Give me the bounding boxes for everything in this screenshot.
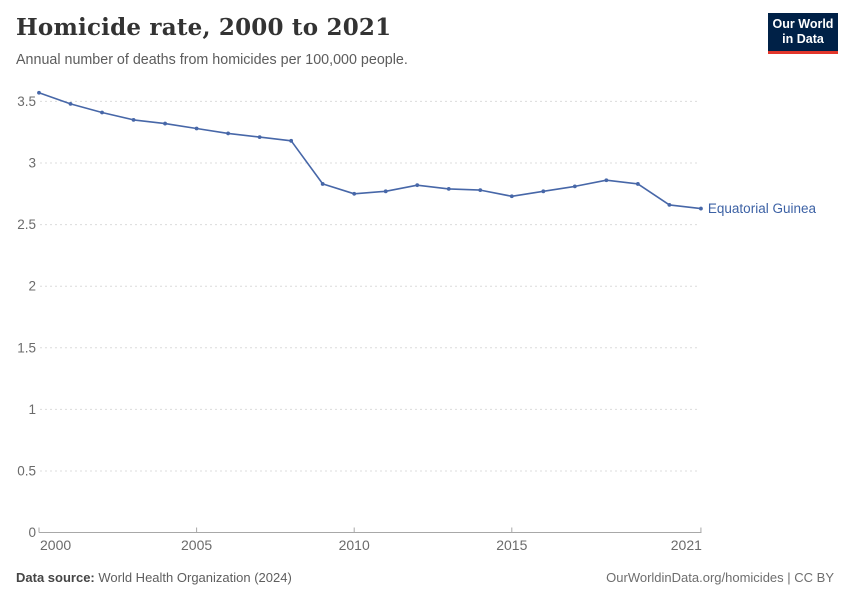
- data-point[interactable]: [163, 121, 167, 126]
- data-point[interactable]: [257, 135, 262, 140]
- data-point[interactable]: [289, 138, 294, 143]
- license-credit[interactable]: OurWorldinData.org/homicides | CC BY: [606, 570, 834, 585]
- y-axis-tick-label: 2: [28, 279, 36, 294]
- x-axis-tick-label: 2015: [496, 537, 527, 553]
- data-point[interactable]: [446, 186, 451, 191]
- page-title: Homicide rate, 2000 to 2021: [16, 14, 392, 41]
- data-point[interactable]: [100, 110, 104, 115]
- data-point[interactable]: [415, 183, 420, 188]
- data-point[interactable]: [699, 206, 703, 211]
- y-axis-tick-label: 2.5: [17, 217, 36, 232]
- owid-logo[interactable]: Our World in Data: [768, 13, 838, 54]
- data-point[interactable]: [68, 101, 73, 106]
- data-point[interactable]: [194, 126, 199, 131]
- y-axis-tick-label: 3.5: [17, 94, 36, 109]
- data-point[interactable]: [667, 202, 672, 207]
- y-axis-tick-label: 0.5: [17, 464, 36, 479]
- y-axis-tick-label: 1: [28, 402, 36, 417]
- page-subtitle: Annual number of deaths from homicides p…: [16, 52, 408, 68]
- data-point[interactable]: [572, 184, 577, 189]
- owid-logo-line2: in Data: [782, 32, 824, 46]
- y-axis-tick-label: 0: [28, 525, 36, 540]
- data-point[interactable]: [604, 178, 609, 183]
- data-point[interactable]: [320, 182, 325, 186]
- data-point[interactable]: [383, 189, 388, 194]
- chart-footer: Data source: World Health Organization (…: [16, 570, 834, 586]
- owid-logo-line1: Our World: [772, 17, 834, 31]
- data-point[interactable]: [478, 188, 483, 193]
- data-point[interactable]: [226, 131, 231, 136]
- data-point[interactable]: [37, 90, 41, 95]
- series-line-equatorial-guinea[interactable]: [38, 92, 702, 210]
- data-point[interactable]: [635, 182, 640, 186]
- y-axis-tick-label: 3: [28, 156, 36, 171]
- x-axis-tick-label: 2005: [181, 537, 212, 553]
- x-axis-tick-label: 2000: [40, 537, 71, 553]
- x-axis-tick-label: 2010: [339, 537, 370, 553]
- data-source-value: World Health Organization (2024): [94, 570, 292, 585]
- data-point[interactable]: [509, 194, 514, 199]
- data-source-label: Data source:: [16, 570, 95, 585]
- data-point[interactable]: [131, 117, 136, 122]
- data-source: Data source: World Health Organization (…: [16, 570, 292, 585]
- data-point[interactable]: [541, 189, 546, 194]
- y-axis-tick-label: 1.5: [17, 340, 36, 355]
- x-axis-tick-label: 2021: [671, 537, 702, 553]
- series-end-label[interactable]: Equatorial Guinea: [708, 201, 817, 216]
- data-point[interactable]: [352, 191, 357, 196]
